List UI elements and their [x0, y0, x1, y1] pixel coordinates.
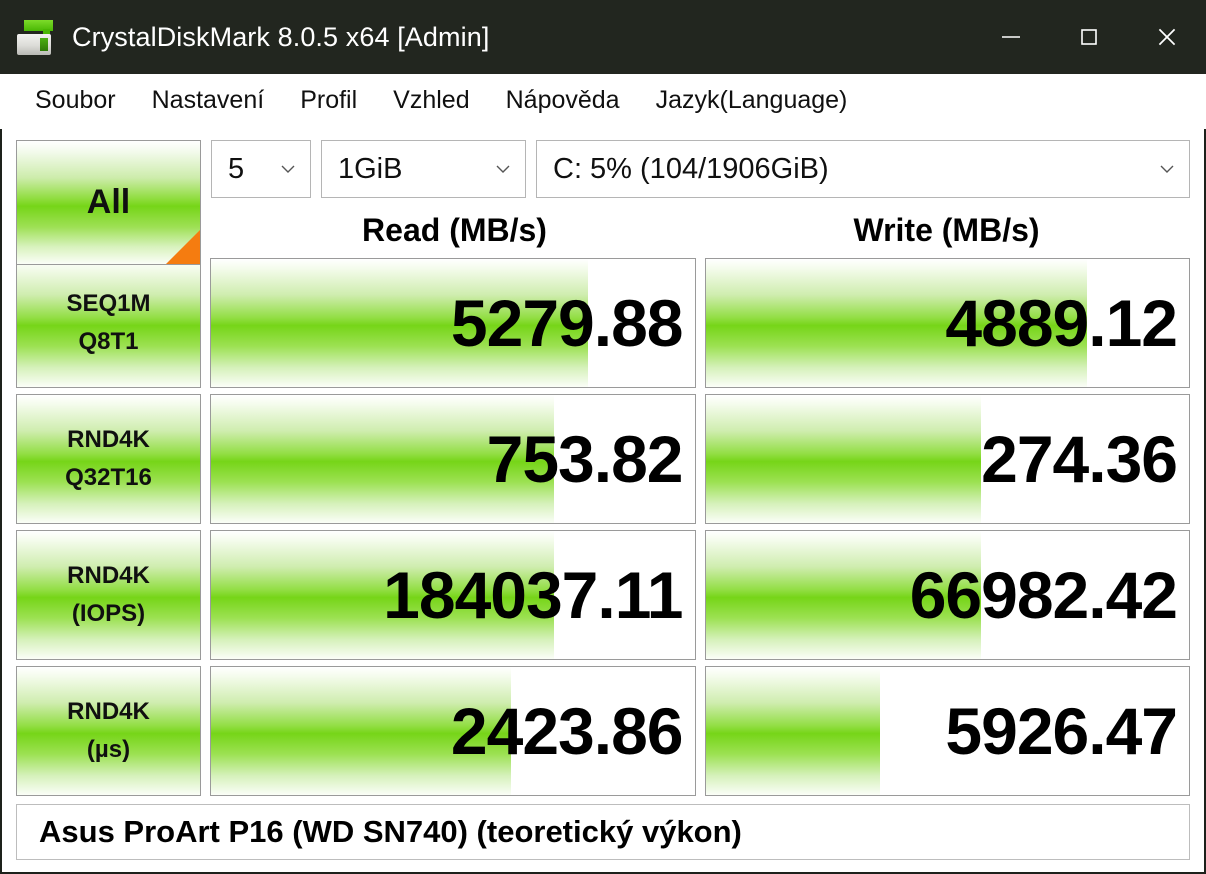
- menu-bar: Soubor Nastavení Profil Vzhled Nápověda …: [0, 74, 1206, 129]
- table-row: RND4K (µs) 2423.86 5926.47: [16, 666, 1190, 796]
- title-bar: CrystalDiskMark 8.0.5 x64 [Admin]: [0, 0, 1206, 74]
- test-count-value: 5: [228, 152, 245, 185]
- comment-field[interactable]: Asus ProArt P16 (WD SN740) (teoretický v…: [16, 804, 1190, 860]
- menu-item-nastaveni[interactable]: Nastavení: [151, 85, 265, 114]
- test-label-line1: RND4K: [67, 698, 150, 725]
- read-column-header: Read (MB/s): [362, 211, 547, 248]
- target-drive-select[interactable]: C: 5% (104/1906GiB): [536, 140, 1190, 198]
- icon-green-bar: [24, 20, 53, 31]
- test-count-select[interactable]: 5: [211, 140, 311, 198]
- write-result-rnd4k-q32t16[interactable]: 274.36: [704, 394, 1190, 524]
- window-title: CrystalDiskMark 8.0.5 x64 [Admin]: [72, 21, 490, 52]
- read-bar: [211, 667, 511, 795]
- write-bar: [705, 259, 1088, 387]
- read-bar: [211, 259, 589, 387]
- window-controls: [972, 0, 1206, 74]
- comment-text: Asus ProArt P16 (WD SN740) (teoretický v…: [39, 814, 742, 849]
- read-bar: [211, 395, 555, 523]
- write-result-seq1m-q8t1[interactable]: 4889.12: [704, 258, 1190, 388]
- read-result-rnd4k-q32t16[interactable]: 753.82: [210, 394, 696, 524]
- read-value: 753.82: [486, 422, 684, 496]
- test-label-seq1m-q8t1[interactable]: SEQ1M Q8T1: [16, 258, 201, 388]
- test-label-rnd4k-latency[interactable]: RND4K (µs): [16, 666, 201, 796]
- test-label-rnd4k-q32t16[interactable]: RND4K Q32T16: [16, 394, 201, 524]
- benchmark-controls: All 5 1GiB C: 5% (104/1906GiB): [16, 140, 1190, 265]
- menu-item-napoveda[interactable]: Nápověda: [505, 85, 620, 114]
- menu-item-jazyk[interactable]: Jazyk(Language): [655, 85, 848, 114]
- read-bar: [211, 531, 555, 659]
- minimize-icon: [1002, 36, 1020, 38]
- write-bar: [705, 667, 880, 795]
- read-value: 5279.88: [450, 286, 684, 360]
- write-value: 274.36: [981, 422, 1178, 496]
- test-label-line2: (IOPS): [71, 600, 146, 627]
- write-value: 66982.42: [909, 558, 1178, 632]
- test-size-select[interactable]: 1GiB: [321, 140, 526, 198]
- test-label-line1: SEQ1M: [66, 290, 151, 317]
- test-size-value: 1GiB: [338, 152, 403, 185]
- maximize-icon: [1081, 29, 1097, 45]
- test-label-line1: RND4K: [67, 562, 150, 589]
- chevron-down-icon: [278, 159, 298, 179]
- results-table: SEQ1M Q8T1 5279.88 4889.12 RND4K Q32T16: [16, 256, 1190, 796]
- run-all-button[interactable]: All: [16, 140, 201, 265]
- icon-drive-chip: [40, 38, 48, 51]
- close-icon: [1158, 28, 1176, 46]
- menu-item-soubor[interactable]: Soubor: [35, 85, 116, 114]
- minimize-button[interactable]: [972, 0, 1050, 74]
- read-result-rnd4k-iops[interactable]: 184037.11: [210, 530, 696, 660]
- table-row: RND4K (IOPS) 184037.11 66982.42: [16, 530, 1190, 660]
- test-label-line2: (µs): [86, 736, 131, 763]
- close-button[interactable]: [1128, 0, 1206, 74]
- profile-corner-marker: [166, 230, 200, 264]
- table-row: RND4K Q32T16 753.82 274.36: [16, 394, 1190, 524]
- write-value: 5926.47: [945, 694, 1178, 768]
- title-bar-left: CrystalDiskMark 8.0.5 x64 [Admin]: [0, 16, 972, 58]
- client-area: All 5 1GiB C: 5% (104/1906GiB): [0, 129, 1206, 874]
- crystaldiskmark-icon: [14, 16, 56, 58]
- test-label-line1: RND4K: [67, 426, 150, 453]
- test-label-line2: Q32T16: [65, 464, 152, 491]
- target-drive-value: C: 5% (104/1906GiB): [553, 152, 829, 185]
- write-column-header: Write (MB/s): [853, 211, 1040, 248]
- write-bar: [705, 395, 982, 523]
- chevron-down-icon: [1157, 159, 1177, 179]
- read-value: 2423.86: [450, 694, 684, 768]
- write-bar: [705, 531, 982, 659]
- maximize-button[interactable]: [1050, 0, 1128, 74]
- menu-item-vzhled[interactable]: Vzhled: [393, 85, 470, 114]
- chevron-down-icon: [493, 159, 513, 179]
- read-result-rnd4k-latency[interactable]: 2423.86: [210, 666, 696, 796]
- column-headers: Read (MB/s) Write (MB/s): [16, 204, 1190, 256]
- write-result-rnd4k-iops[interactable]: 66982.42: [704, 530, 1190, 660]
- run-all-label: All: [86, 183, 131, 221]
- test-label-rnd4k-iops[interactable]: RND4K (IOPS): [16, 530, 201, 660]
- table-row: SEQ1M Q8T1 5279.88 4889.12: [16, 258, 1190, 388]
- write-result-rnd4k-latency[interactable]: 5926.47: [704, 666, 1190, 796]
- write-value: 4889.12: [945, 286, 1178, 360]
- test-label-line2: Q8T1: [78, 328, 139, 355]
- read-value: 184037.11: [383, 558, 683, 632]
- icon-green-stem: [43, 29, 50, 36]
- read-result-seq1m-q8t1[interactable]: 5279.88: [210, 258, 696, 388]
- menu-item-profil[interactable]: Profil: [300, 85, 358, 114]
